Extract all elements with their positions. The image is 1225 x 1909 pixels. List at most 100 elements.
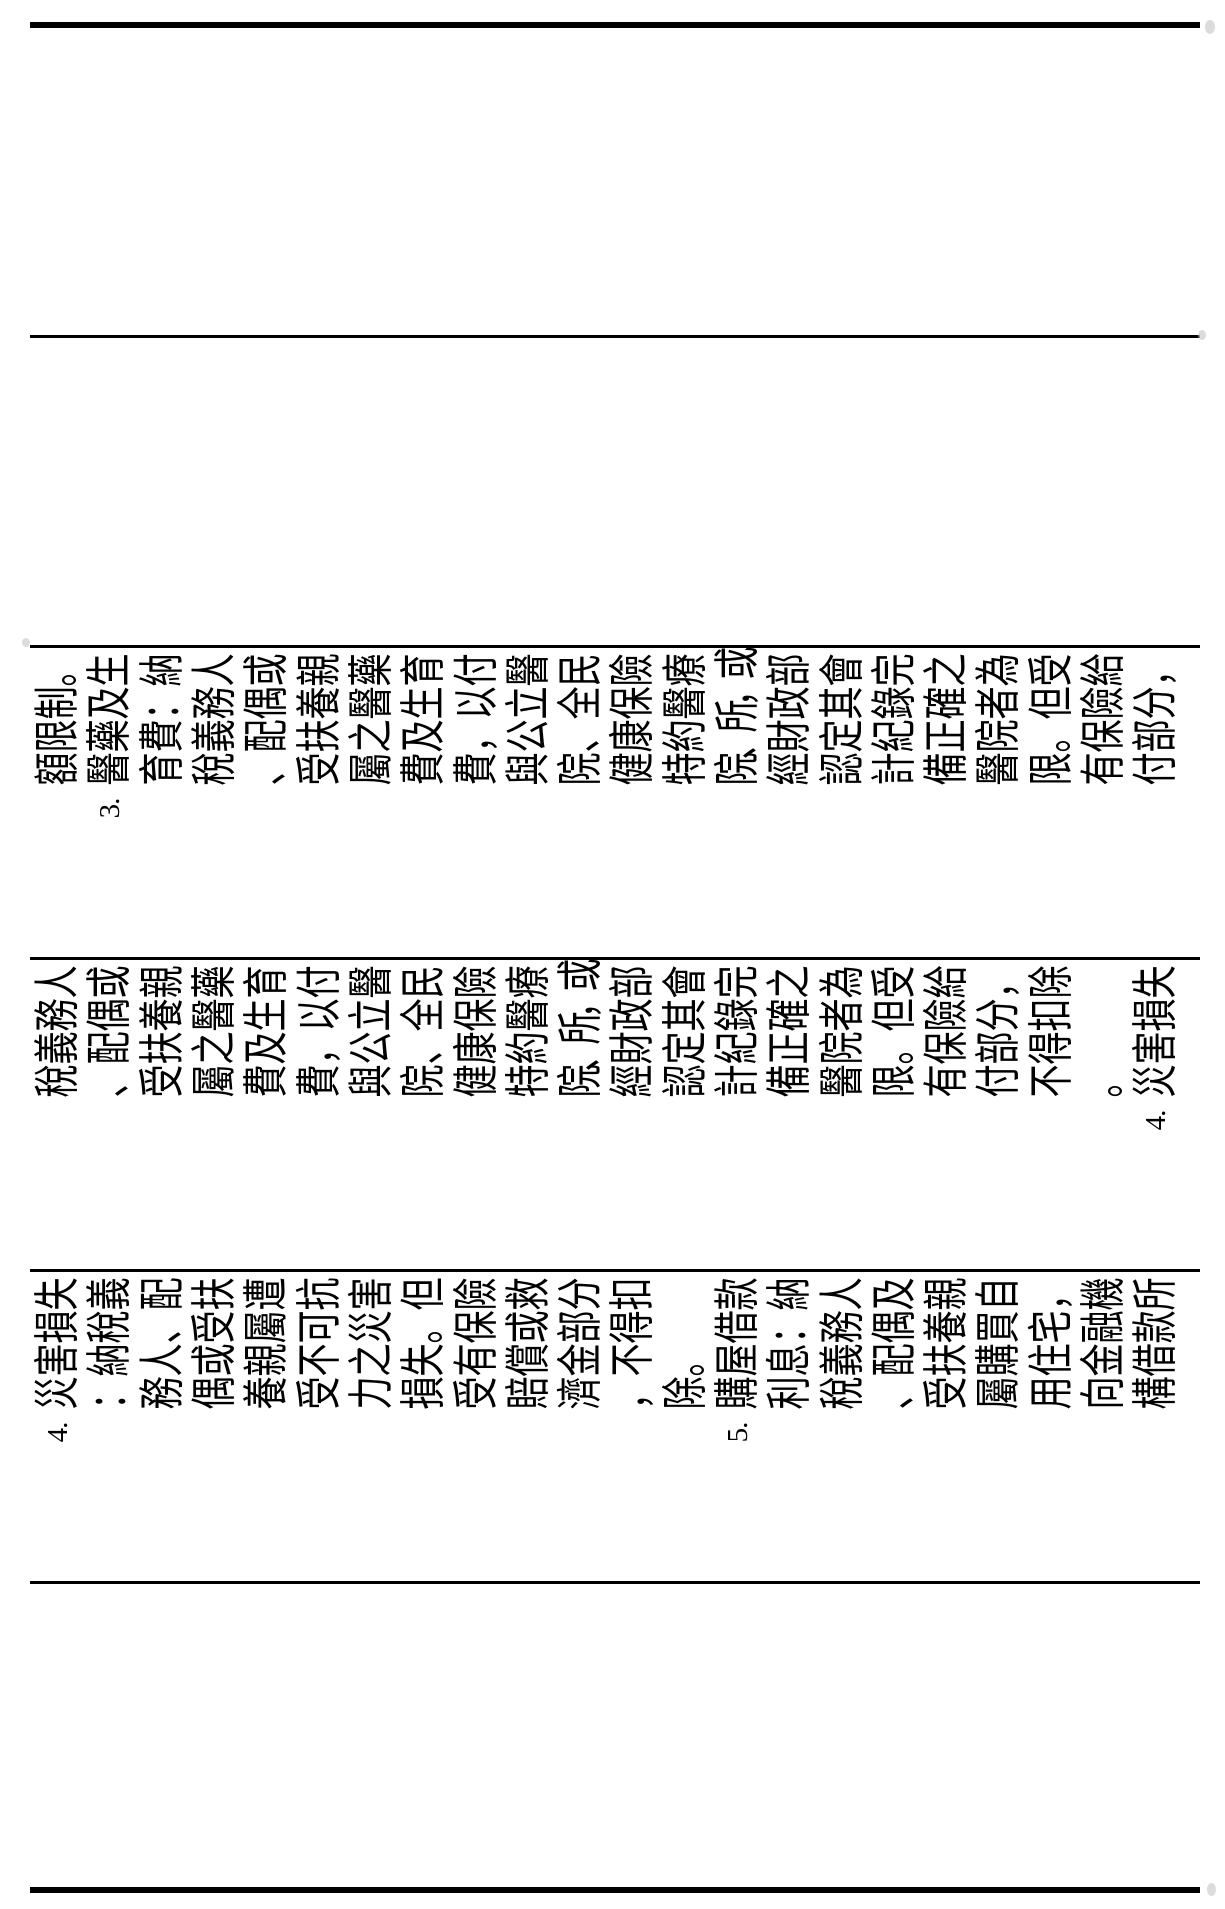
char-glyph: 損 xyxy=(1130,998,1182,1032)
text-line: 認定其會 xyxy=(816,653,868,825)
char-glyph: 人 xyxy=(32,965,84,999)
char-glyph: 康 xyxy=(607,719,659,753)
char-cell: 院 xyxy=(555,1064,606,1104)
char-cell: 計 xyxy=(712,1064,763,1104)
char-glyph: 人 xyxy=(189,653,241,687)
char-cell: 、 xyxy=(241,752,292,792)
char-glyph: 扣 xyxy=(1025,998,1077,1032)
char-glyph: 者 xyxy=(973,686,1025,720)
char-glyph: 養 xyxy=(293,686,345,720)
char-glyph: 額 xyxy=(32,752,84,786)
char-glyph: 保 xyxy=(450,1310,502,1344)
band-landscape-block: 稅義務人、配偶或受扶養親屬之醫藥費及生育費，以付與公立醫院、全民健康保險特約醫療… xyxy=(32,959,1183,1137)
char-glyph: 濟 xyxy=(555,1376,607,1410)
char-glyph: 經 xyxy=(607,1064,659,1098)
char-cell: 計 xyxy=(869,752,920,792)
text-line: 備正確之 xyxy=(764,965,816,1137)
char-glyph: 醫 xyxy=(84,752,136,786)
char-glyph: 有 xyxy=(1078,752,1130,786)
char-glyph: 利 xyxy=(764,1376,816,1410)
char-glyph: 財 xyxy=(764,719,816,753)
char-cell: 費 xyxy=(451,752,502,792)
char-glyph: 或 xyxy=(241,653,293,687)
char-glyph: 醫 xyxy=(345,965,397,999)
char-glyph: 與 xyxy=(345,1064,397,1098)
char-glyph: 偶 xyxy=(868,1310,920,1344)
char-cell: 認 xyxy=(817,752,868,792)
char-glyph: 分 xyxy=(1130,686,1182,720)
char-cell: 屬 xyxy=(189,1064,240,1104)
char-glyph: 屬 xyxy=(973,1376,1025,1410)
char-cell: 受 xyxy=(294,1376,345,1416)
text-line: 3. 醫藥及生 xyxy=(84,653,136,825)
text-line: 濟金部分 xyxy=(555,1277,607,1449)
char-glyph: 及 xyxy=(84,686,136,720)
char-glyph: 。 xyxy=(868,1031,920,1065)
item-number: 4. xyxy=(1139,1110,1172,1131)
char-glyph: ， xyxy=(1130,653,1182,687)
char-glyph: 生 xyxy=(84,653,136,687)
char-cell: 損 xyxy=(398,1376,449,1416)
char-cell: 醫 xyxy=(84,752,135,792)
text-line: 、配偶或 xyxy=(84,965,136,1137)
char-glyph: 醫 xyxy=(502,998,554,1032)
text-line: 不得扣除 xyxy=(1025,965,1078,1137)
text-line: 醫院者為 xyxy=(816,965,868,1137)
table-rule xyxy=(30,645,1200,648)
text-line: 偶或受扶 xyxy=(189,1277,241,1449)
text-line: 院、所，或 xyxy=(555,959,607,1137)
text-line: 稅義務人 xyxy=(816,1277,868,1449)
char-glyph: 醫 xyxy=(189,998,241,1032)
text-line: 費及生育 xyxy=(398,653,450,825)
text-line: 特約醫療 xyxy=(660,653,712,825)
char-cell: 備 xyxy=(764,1064,815,1104)
char-cell: 受 xyxy=(137,1064,188,1104)
char-glyph: 費 xyxy=(241,1064,293,1098)
char-glyph: 納 xyxy=(136,653,188,687)
char-glyph: 機 xyxy=(1078,1277,1130,1311)
text-line: 4. 災害損失 xyxy=(1130,965,1182,1137)
char-glyph: 、 xyxy=(136,1310,188,1344)
char-cell: 稅 xyxy=(817,1376,868,1416)
text-line: 育費：納 xyxy=(136,653,189,825)
char-glyph: 及 xyxy=(398,719,450,753)
text-line: 健康保險 xyxy=(607,653,659,825)
char-glyph: 保 xyxy=(921,1031,973,1065)
char-glyph: 計 xyxy=(868,752,920,786)
char-glyph: 費 xyxy=(136,719,188,753)
scan-artifact xyxy=(1207,1883,1216,1896)
text-line: ：納稅義 xyxy=(84,1277,136,1449)
text-line: 屬之醫藥 xyxy=(346,653,398,825)
scan-artifact xyxy=(1198,330,1206,340)
char-cell: 稅 xyxy=(32,1064,83,1104)
char-glyph: 有 xyxy=(450,1343,502,1377)
char-glyph: 納 xyxy=(84,1343,136,1377)
char-glyph: 公 xyxy=(345,1031,397,1065)
text-line: 院、全民 xyxy=(555,653,607,825)
char-glyph: 健 xyxy=(450,1064,502,1098)
text-line: 醫院者為 xyxy=(973,653,1025,825)
char-glyph: 以 xyxy=(293,998,345,1032)
rotated-text-band: 4. 災害損失：納稅義務人、配偶或受扶養親屬遭受不可抗力之災害損失。但受有保險賠償… xyxy=(32,1277,1184,1451)
char-glyph: 受 xyxy=(450,1376,502,1410)
text-line: 付部分， xyxy=(973,965,1025,1137)
char-glyph: 費 xyxy=(398,752,450,786)
char-cell: 利 xyxy=(764,1376,815,1416)
char-glyph: 稅 xyxy=(32,1064,84,1098)
char-cell: 費 xyxy=(241,1064,292,1104)
item-number: 4. xyxy=(41,1422,74,1443)
char-glyph: 或 xyxy=(555,958,607,992)
char-cell: 、 xyxy=(869,1376,920,1416)
char-glyph: 受 xyxy=(1025,653,1077,687)
char-glyph: 完 xyxy=(712,965,763,999)
text-line: 費及生育 xyxy=(241,965,293,1137)
char-glyph: 損 xyxy=(398,1376,450,1410)
char-glyph: 民 xyxy=(398,965,450,999)
char-glyph: 損 xyxy=(32,1310,84,1344)
char-glyph: 得 xyxy=(607,1310,659,1344)
char-cell: 特 xyxy=(660,752,711,792)
text-line: 備正確之 xyxy=(921,653,973,825)
char-cell: 向 xyxy=(1078,1376,1129,1416)
text-line: 健康保險 xyxy=(450,965,502,1137)
char-cell: ： xyxy=(84,1376,135,1416)
